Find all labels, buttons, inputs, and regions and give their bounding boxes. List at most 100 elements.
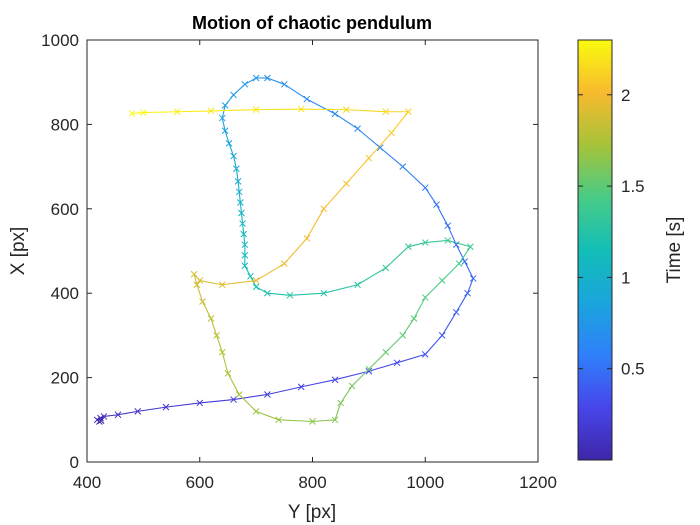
trajectory-marker [224, 370, 232, 377]
trajectory-segment [345, 109, 387, 113]
trajectory-marker [247, 272, 254, 280]
trajectory-marker [213, 332, 221, 339]
trajectory-marker [365, 367, 373, 375]
trajectory-marker [218, 114, 226, 122]
trajectory-segment [227, 372, 240, 396]
trajectory-marker [342, 106, 350, 113]
trajectory-marker [433, 201, 440, 208]
trajectory-marker [337, 399, 345, 407]
trajectory-marker [193, 281, 201, 289]
y-tick-label: 200 [51, 369, 79, 388]
trajectory-segment [237, 180, 240, 193]
trajectory-marker [134, 408, 142, 415]
y-tick-label: 1000 [41, 31, 79, 50]
trajectory-segment [464, 260, 474, 279]
trajectory-marker [455, 260, 463, 268]
trajectory-segment [323, 182, 347, 210]
trajectory-segment [221, 351, 229, 374]
trajectory-marker [264, 289, 271, 297]
trajectory-segment [334, 402, 342, 421]
x-tick-label: 1200 [519, 473, 557, 492]
x-axis-label: Y [px] [288, 502, 336, 523]
trajectory-marker [199, 298, 206, 305]
trajectory-marker [221, 102, 229, 109]
trajectory-segment [402, 166, 426, 189]
trajectory-marker [97, 414, 104, 422]
colorbar-label: Time [s] [664, 217, 685, 284]
colorbar-tick-label: 2 [621, 86, 630, 105]
trajectory-marker [438, 277, 446, 284]
trajectory-segment [390, 111, 409, 134]
trajectory-marker [196, 399, 204, 407]
x-tick-labels: 400 600 800 1000 1200 [73, 473, 557, 492]
colorbar-tick-label: 1.5 [621, 177, 645, 196]
trajectory-segment [283, 237, 308, 265]
trajectory-marker [235, 391, 243, 398]
trajectory-segment [199, 398, 235, 404]
trajectory-segment [311, 419, 336, 423]
trajectory-segment [255, 263, 285, 282]
trajectory-segment [357, 128, 381, 149]
trajectory-marker [469, 275, 477, 282]
trajectory-segment [216, 334, 223, 353]
trajectory-marker [421, 239, 429, 246]
trajectory-marker [393, 359, 401, 367]
plot-area-border [86, 39, 539, 463]
x-tick-label: 400 [73, 473, 101, 492]
trajectory-segment [266, 386, 302, 396]
trajectory-segment [244, 265, 252, 277]
trajectory-segment [131, 112, 144, 114]
trajectory-segment [233, 393, 268, 401]
trajectory-segment [455, 292, 469, 313]
trajectory-markers [93, 74, 477, 425]
x-tick-label: 800 [298, 473, 326, 492]
trajectory-segment [196, 284, 204, 303]
trajectory-marker [331, 376, 339, 384]
trajectory-marker [114, 411, 122, 419]
trajectory-marker [225, 140, 233, 147]
trajectory-marker [382, 264, 390, 272]
trajectory-marker [128, 110, 136, 117]
colorbar-tick-label: 0.5 [621, 360, 645, 379]
trajectory-marker [342, 180, 350, 187]
trajectory-segment [283, 83, 308, 100]
trajectory-segment [334, 113, 359, 130]
trajectory-segment [441, 311, 457, 336]
trajectory-marker [331, 110, 339, 118]
trajectory-marker [404, 243, 412, 251]
trajectory-segment [202, 301, 212, 320]
trajectory-segment [407, 242, 426, 248]
trajectory-marker [399, 163, 407, 170]
trajectory-segment [249, 275, 257, 288]
trajectory-segment [458, 246, 471, 265]
trajectory-segment [142, 111, 178, 114]
trajectory-marker [241, 241, 249, 249]
trajectory-segment [266, 292, 291, 296]
trajectory-segment [289, 292, 325, 296]
trajectory-segment [235, 168, 239, 182]
trajectory-marker [236, 199, 244, 206]
trajectory-marker [252, 106, 260, 113]
trajectory-marker [230, 91, 237, 99]
trajectory-segment [137, 406, 167, 412]
x-tick-label: 600 [186, 473, 214, 492]
trajectory-marker [240, 230, 248, 238]
trajectory-segment [193, 273, 198, 286]
trajectory-segment [447, 239, 471, 248]
trajectory-marker [218, 281, 226, 289]
trajectory-segment [340, 385, 353, 404]
trajectory-segment [278, 419, 314, 423]
trajectory-segment [176, 110, 212, 113]
trajectory-marker [140, 109, 147, 116]
trajectory-marker [280, 260, 288, 268]
trajectory-segment [357, 267, 387, 286]
trajectory-marker [303, 95, 311, 103]
trajectory-marker [234, 178, 242, 185]
trajectory-marker [309, 418, 316, 425]
trajectory-segment [466, 277, 474, 294]
trajectory-marker [264, 391, 271, 398]
trajectory-marker [241, 80, 249, 88]
trajectory-marker [444, 237, 452, 244]
colorbar [577, 39, 613, 461]
trajectory-segment [243, 233, 246, 246]
